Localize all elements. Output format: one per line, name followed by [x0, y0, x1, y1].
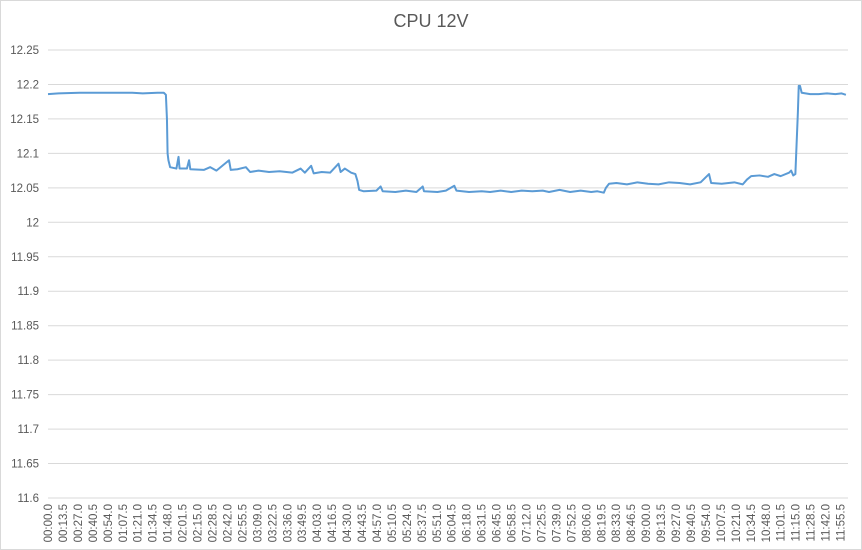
x-tick-label: 11:55.5: [836, 504, 848, 542]
x-tick-label: 01:48.0: [163, 504, 175, 542]
x-tick-label: 02:15.0: [193, 504, 205, 542]
series-line: [47, 84, 847, 194]
x-tick-label: 00:40.5: [88, 504, 100, 542]
x-tick-label: 04:43.5: [357, 504, 369, 542]
x-tick-label: 01:34.5: [148, 504, 160, 542]
y-tick-label: 12.1: [17, 148, 39, 160]
x-tick-label: 10:48.0: [761, 504, 773, 542]
chart-title: CPU 12V: [393, 11, 469, 31]
x-tick-label: 00:27.0: [73, 504, 85, 542]
x-tick-label: 06:58.5: [507, 504, 519, 542]
x-tick-label: 08:33.0: [611, 504, 623, 542]
x-tick-label: 04:30.0: [342, 504, 354, 542]
x-tick-label: 07:12.0: [522, 504, 534, 542]
x-tick-label: 09:54.0: [701, 504, 713, 542]
x-tick-label: 03:49.5: [297, 504, 309, 542]
y-tick-label: 11.85: [11, 321, 39, 333]
x-tick-label: 11:28.5: [806, 504, 818, 542]
x-tick-label: 02:01.5: [178, 504, 190, 542]
y-tick-label: 11.95: [11, 252, 39, 264]
x-tick-label: 05:10.5: [387, 504, 399, 542]
x-tick-label: 10:07.5: [716, 504, 728, 542]
x-tick-label: 00:54.0: [103, 504, 115, 542]
x-tick-label: 10:21.0: [731, 504, 743, 542]
x-tick-label: 09:27.0: [671, 504, 683, 542]
x-tick-label: 11:42.0: [821, 504, 833, 542]
x-tick-label: 01:21.0: [133, 504, 145, 542]
x-tick-label: 10:34.5: [746, 504, 758, 542]
y-tick-label: 12.05: [10, 183, 39, 195]
x-tick-label: 11:15.0: [791, 504, 803, 542]
x-tick-label: 07:52.5: [566, 504, 578, 542]
x-tick-label: 08:46.5: [626, 504, 638, 542]
x-tick-label: 05:24.0: [402, 504, 414, 542]
x-tick-label: 00:13.5: [58, 504, 70, 542]
x-tick-label: 03:36.0: [282, 504, 294, 542]
y-tick-label: 12.15: [10, 114, 39, 126]
y-tick-label: 11.65: [11, 459, 39, 471]
y-tick-label: 11.9: [17, 286, 39, 298]
x-tick-label: 00:00.0: [43, 504, 55, 542]
x-tick-label: 02:55.5: [237, 504, 249, 542]
x-tick-label: 04:57.0: [372, 504, 384, 542]
x-tick-label: 06:31.5: [477, 504, 489, 542]
x-tick-label: 03:09.0: [252, 504, 264, 542]
y-tick-label: 11.8: [17, 355, 39, 367]
x-tick-label: 09:13.5: [656, 504, 668, 542]
x-tick-label: 02:42.0: [222, 504, 234, 542]
x-tick-label: 09:00.0: [641, 504, 653, 542]
y-tick-label: 11.7: [17, 424, 39, 436]
y-tick-label: 12.25: [10, 45, 39, 57]
x-tick-label: 08:19.5: [596, 504, 608, 542]
x-tick-label: 06:45.0: [492, 504, 504, 542]
x-tick-label: 11:01.5: [776, 504, 788, 542]
x-tick-label: 06:18.0: [462, 504, 474, 542]
x-tick-label: 05:37.5: [417, 504, 429, 542]
x-tick-label: 08:06.0: [581, 504, 593, 542]
y-tick-label: 12: [26, 217, 39, 229]
x-tick-label: 09:40.5: [686, 504, 698, 542]
y-tick-label: 12.2: [17, 79, 39, 91]
x-tick-label: 06:04.5: [447, 504, 459, 542]
x-tick-label: 04:16.5: [327, 504, 339, 542]
x-tick-label: 05:51.0: [432, 504, 444, 542]
x-tick-label: 02:28.5: [207, 504, 219, 542]
x-tick-label: 07:39.0: [551, 504, 563, 542]
x-tick-label: 04:03.0: [312, 504, 324, 542]
y-tick-label: 11.6: [17, 493, 39, 505]
y-tick-label: 11.75: [11, 390, 39, 402]
x-tick-label: 01:07.5: [118, 504, 130, 542]
x-tick-label: 03:22.5: [267, 504, 279, 542]
x-tick-label: 07:25.5: [536, 504, 548, 542]
